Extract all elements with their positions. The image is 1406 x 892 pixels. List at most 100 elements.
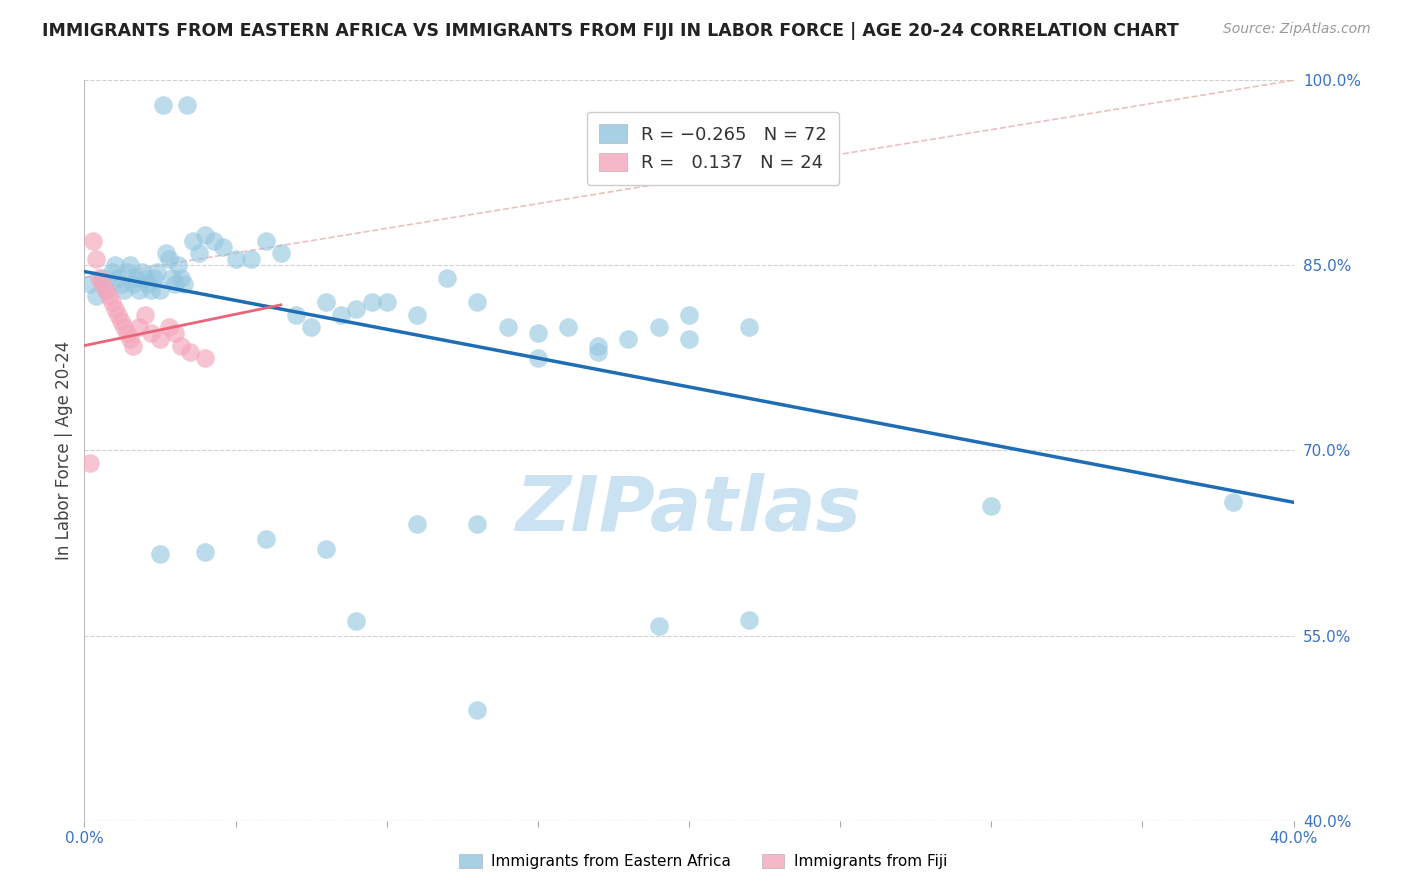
Point [194,351,217,365]
Point [648,320,671,334]
Text: IMMIGRANTS FROM EASTERN AFRICA VS IMMIGRANTS FROM FIJI IN LABOR FORCE | AGE 20-2: IMMIGRANTS FROM EASTERN AFRICA VS IMMIGR… [42,22,1178,40]
Point [467,295,489,310]
Point [212,240,235,254]
Point [160,270,183,285]
Point [527,326,550,341]
Point [527,351,550,365]
Point [738,320,761,334]
Point [94,283,117,297]
Point [176,98,198,112]
Point [134,270,156,285]
Legend: R = −0.265   N = 72, R =   0.137   N = 24: R = −0.265 N = 72, R = 0.137 N = 24 [586,112,839,185]
Text: Source: ZipAtlas.com: Source: ZipAtlas.com [1223,22,1371,37]
Point [155,246,177,260]
Point [115,264,138,278]
Point [121,277,143,291]
Point [139,326,162,341]
Point [467,703,489,717]
Point [436,270,458,285]
Legend: Immigrants from Eastern Africa, Immigrants from Fiji: Immigrants from Eastern Africa, Immigran… [453,848,953,875]
Point [118,259,141,273]
Point [254,533,277,547]
Point [89,270,111,285]
Point [94,283,117,297]
Point [315,295,337,310]
Point [112,320,135,334]
Point [299,320,322,334]
Point [254,234,277,248]
Point [202,234,225,248]
Y-axis label: In Labor Force | Age 20-24: In Labor Force | Age 20-24 [55,341,73,560]
Point [467,517,489,532]
Point [170,270,193,285]
Point [648,618,671,632]
Point [97,289,120,303]
Point [157,252,180,267]
Point [157,320,180,334]
Point [170,338,193,352]
Point [406,517,429,532]
Point [285,308,308,322]
Point [360,295,382,310]
Point [588,338,610,352]
Point [79,456,101,470]
Point [181,234,204,248]
Point [100,295,122,310]
Point [125,270,148,285]
Point [346,301,368,316]
Text: ZIPatlas: ZIPatlas [516,473,862,547]
Point [588,344,610,359]
Point [152,98,174,112]
Point [617,332,640,346]
Point [194,544,217,558]
Point [128,320,150,334]
Point [149,547,172,561]
Point [104,259,127,273]
Point [173,277,195,291]
Point [112,283,135,297]
Point [239,252,262,267]
Point [115,326,138,341]
Point [79,277,101,291]
Point [104,301,127,316]
Point [110,277,132,291]
Point [107,308,129,322]
Point [86,252,108,267]
Point [149,332,172,346]
Point [678,332,700,346]
Point [118,332,141,346]
Point [82,234,104,248]
Point [165,277,187,291]
Point [142,270,165,285]
Point [91,270,114,285]
Point [1222,495,1244,509]
Point [107,270,129,285]
Point [406,308,429,322]
Point [496,320,519,334]
Point [225,252,247,267]
Point [678,308,700,322]
Point [330,308,353,322]
Point [980,499,1002,513]
Point [134,308,156,322]
Point [110,314,132,328]
Point [315,542,337,557]
Point [188,246,211,260]
Point [270,246,292,260]
Point [346,614,368,628]
Point [139,283,162,297]
Point [165,326,187,341]
Point [557,320,579,334]
Point [375,295,398,310]
Point [91,277,114,291]
Point [146,264,169,278]
Point [738,613,761,627]
Point [128,283,150,297]
Point [149,283,172,297]
Point [136,277,159,291]
Point [100,264,122,278]
Point [131,264,153,278]
Point [121,338,143,352]
Point [167,259,190,273]
Point [194,227,217,242]
